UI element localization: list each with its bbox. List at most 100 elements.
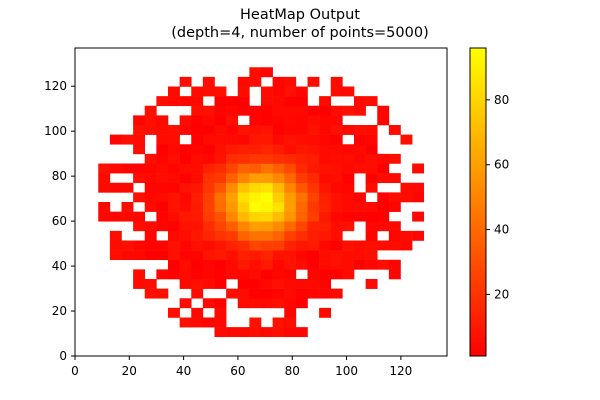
heatmap-cell (284, 221, 297, 232)
heatmap-cell (168, 259, 180, 270)
heatmap-cell (272, 259, 285, 270)
heatmap-cell (237, 240, 250, 251)
heatmap-cell (191, 182, 204, 193)
heatmap-cell (295, 230, 308, 241)
heatmap-cell (168, 250, 180, 261)
heatmap-cell (261, 67, 273, 78)
heatmap-cell (272, 192, 285, 203)
heatmap-cell (133, 163, 146, 174)
heatmap-cell (179, 182, 192, 193)
heatmap-cell (179, 163, 192, 174)
heatmap-cell (295, 221, 308, 232)
heatmap-cell (365, 173, 378, 184)
heatmap-cell (388, 240, 401, 251)
heatmap-cell (307, 144, 320, 155)
heatmap-cell (330, 221, 343, 232)
heatmap-cell (319, 269, 332, 280)
heatmap-cell (365, 202, 378, 212)
heatmap-cell (377, 221, 390, 232)
heatmap-cell (237, 202, 250, 212)
heatmap-cell (272, 279, 285, 289)
heatmap-cell (202, 105, 215, 116)
heatmap-cell (191, 279, 204, 289)
heatmap-cell (156, 134, 169, 145)
heatmap-cell (98, 163, 111, 174)
heatmap-cell (295, 211, 308, 222)
heatmap-cell (202, 259, 215, 270)
heatmap-cell (202, 317, 215, 328)
heatmap-cell (191, 269, 204, 280)
heatmap-cell (284, 86, 297, 97)
heatmap-cell (168, 125, 180, 135)
y-tick-label: 0 (59, 349, 67, 363)
heatmap-cell (156, 240, 169, 251)
heatmap-cell (202, 115, 215, 126)
heatmap-cell (191, 173, 204, 184)
heatmap-cell (295, 115, 308, 126)
heatmap-cell (214, 163, 227, 174)
heatmap-cell (377, 259, 390, 270)
heatmap-cell (319, 221, 332, 232)
heatmap-cell (226, 115, 239, 126)
heatmap-cell (342, 259, 355, 270)
heatmap-cell (261, 144, 273, 155)
heatmap-cell (272, 153, 285, 164)
heatmap-cell (272, 240, 285, 251)
heatmap-cell (330, 105, 343, 116)
heatmap-cell (261, 250, 273, 261)
heatmap-cell (237, 327, 250, 338)
heatmap-cell (226, 202, 239, 212)
heatmap-cell (377, 192, 390, 203)
heatmap-cell (400, 230, 413, 241)
heatmap-cell (121, 134, 134, 145)
heatmap-cell (330, 134, 343, 145)
heatmap-cell (202, 153, 215, 164)
heatmap-cell (109, 163, 122, 174)
heatmap-cell (179, 173, 192, 184)
heatmap-cell (202, 76, 215, 87)
heatmap-cell (261, 96, 273, 107)
heatmap-cell (121, 202, 134, 212)
heatmap-cell (354, 240, 366, 251)
heatmap-cell (261, 105, 273, 116)
heatmap-cell (168, 153, 180, 164)
heatmap-cell (144, 240, 157, 251)
heatmap-cell (377, 105, 390, 116)
heatmap-cell (144, 192, 157, 203)
heatmap-cell (156, 115, 169, 126)
heatmap-cell (237, 105, 250, 116)
heatmap-cell (330, 230, 343, 241)
heatmap-cell (261, 202, 273, 212)
heatmap-cell (330, 240, 343, 251)
heatmap-cell (202, 144, 215, 155)
heatmap-cell (214, 211, 227, 222)
heatmap-cell (400, 134, 413, 145)
title-line-2: (depth=4, number of points=5000) (171, 25, 428, 41)
y-tick-label: 80 (52, 169, 67, 183)
heatmap-cell (272, 182, 285, 193)
heatmap-cell (307, 153, 320, 164)
heatmap-cell (365, 230, 378, 241)
heatmap-cell (307, 115, 320, 126)
heatmap-cell (237, 230, 250, 241)
heatmap-cell (202, 202, 215, 212)
heatmap-cell (249, 202, 262, 212)
heatmap-cell (214, 259, 227, 270)
heatmap-cell (330, 192, 343, 203)
heatmap-cell (284, 279, 297, 289)
heatmap-cell (202, 86, 215, 97)
heatmap-cell (284, 259, 297, 270)
heatmap-cell (284, 288, 297, 299)
heatmap-cell (249, 115, 262, 126)
heatmap-cell (365, 211, 378, 222)
heatmap-cell (261, 240, 273, 251)
heatmap-cell (261, 134, 273, 145)
heatmap-cell (342, 125, 355, 135)
heatmap-cell (168, 230, 180, 241)
heatmap-cell (249, 221, 262, 232)
heatmap-cell (237, 221, 250, 232)
heatmap-cell (144, 105, 157, 116)
heatmap-cell (354, 202, 366, 212)
heatmap-cell (144, 163, 157, 174)
heatmap-cell (168, 134, 180, 145)
